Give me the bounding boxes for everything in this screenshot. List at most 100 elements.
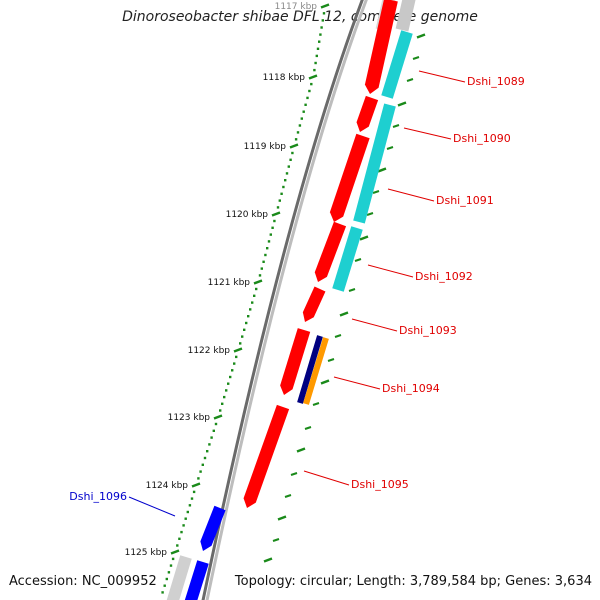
gene-fragment [166,555,192,600]
minor-tick [219,409,222,412]
minor-tick [233,362,236,365]
tick-label: 1124 kbp [146,481,189,491]
outer-minor-tick [354,258,362,262]
major-tick [308,74,318,80]
minor-tick [210,436,213,439]
major-tick [253,279,263,285]
outer-tick [359,235,369,241]
minor-tick [188,504,192,507]
minor-tick [269,233,272,236]
minor-tick [201,463,204,466]
gene-dshi-1089 [364,0,398,94]
minor-tick [243,328,246,331]
outer-minor-tick [392,124,400,128]
genome-summary: Topology: circular; Length: 3,789,584 bp… [234,574,592,589]
outer-tick [377,167,387,173]
label-leader [367,264,414,278]
accession: Accession: NC_009952 [9,574,157,589]
outer-tick [277,515,287,521]
minor-tick [285,172,289,175]
minor-tick [190,497,194,500]
minor-tick [184,517,187,520]
outer-minor-tick [412,56,420,60]
outer-minor-tick [348,288,356,292]
cds-dshi-1091 [353,103,396,224]
backbone [201,0,364,600]
minor-tick [169,564,173,567]
tick-label: 1122 kbp [188,346,231,356]
tick-label: 1125 kbp [125,548,168,558]
major-tick [289,143,299,149]
minor-tick [316,47,320,50]
minor-tick [278,199,281,202]
minor-tick [300,117,303,120]
feature-navy [297,335,323,404]
outer-tick [397,101,407,107]
minor-tick [280,192,283,195]
minor-tick [229,375,232,379]
major-tick [271,211,281,217]
label-leader [351,318,398,332]
feature-orange [303,337,329,405]
minor-tick [291,151,294,155]
minor-tick [227,382,230,385]
major-tick [191,482,201,488]
minor-tick [315,54,318,58]
gene-label[interactable]: Dshi_1095 [351,478,409,491]
minor-tick [223,395,226,399]
gene-label[interactable]: Dshi_1094 [382,382,440,395]
outer-tick [416,33,426,39]
minor-tick [308,89,311,93]
minor-tick [182,524,185,527]
minor-tick [165,577,168,581]
major-tick [170,549,180,555]
outer-tick [320,379,330,385]
gene-dshi-1095 [243,404,290,508]
gene-label[interactable]: Dshi_1093 [399,324,457,337]
cds-dshi-1089 [381,30,413,99]
label-leader [303,470,350,486]
minor-tick [253,294,256,297]
gene-dshi-1091 [329,133,370,222]
minor-tick [221,402,224,405]
scale-ticks: 1117 kbp 1118 kbp 1119 kbp 1120 kbp 1121 kbp… [125,2,426,594]
minor-tick [310,82,313,86]
cds-dshi-1092 [332,226,363,292]
gene-dshi-1090 [356,95,379,132]
gene-dshi-1092 [314,221,347,282]
gene-dshi-1094 [280,328,311,395]
minor-tick [192,490,196,494]
gene-label[interactable]: Dshi_1091 [436,194,494,207]
tick-label: 1119 kbp [244,142,287,152]
minor-tick [321,19,324,22]
minor-tick [214,422,218,426]
outer-minor-tick [406,78,414,82]
minor-tick [314,61,317,65]
gene-label[interactable]: Dshi_1090 [453,132,511,145]
minor-tick [294,138,298,141]
minor-tick [313,68,316,72]
minor-tick [176,544,179,547]
minor-tick [319,33,322,36]
minor-tick [167,571,171,574]
outer-tick [296,447,306,453]
minor-tick [197,477,200,480]
gene-label[interactable]: Dshi_1096 [69,490,127,503]
minor-tick [318,40,321,43]
minor-tick [271,226,274,229]
minor-tick [180,530,183,534]
minor-tick [266,247,269,250]
minor-tick [306,96,309,100]
tick-label: 1117 kbp [275,2,318,12]
minor-tick [298,124,302,127]
gene-label[interactable]: Dshi_1092 [415,270,473,283]
minor-tick [249,308,252,311]
tick-label: 1121 kbp [208,278,251,288]
minor-tick [276,206,280,209]
gene-label[interactable]: Dshi_1089 [467,75,525,88]
gene-dshi-1093 [302,286,326,322]
minor-tick [178,537,181,540]
label-leader [403,127,452,140]
outer-minor-tick [284,494,292,498]
